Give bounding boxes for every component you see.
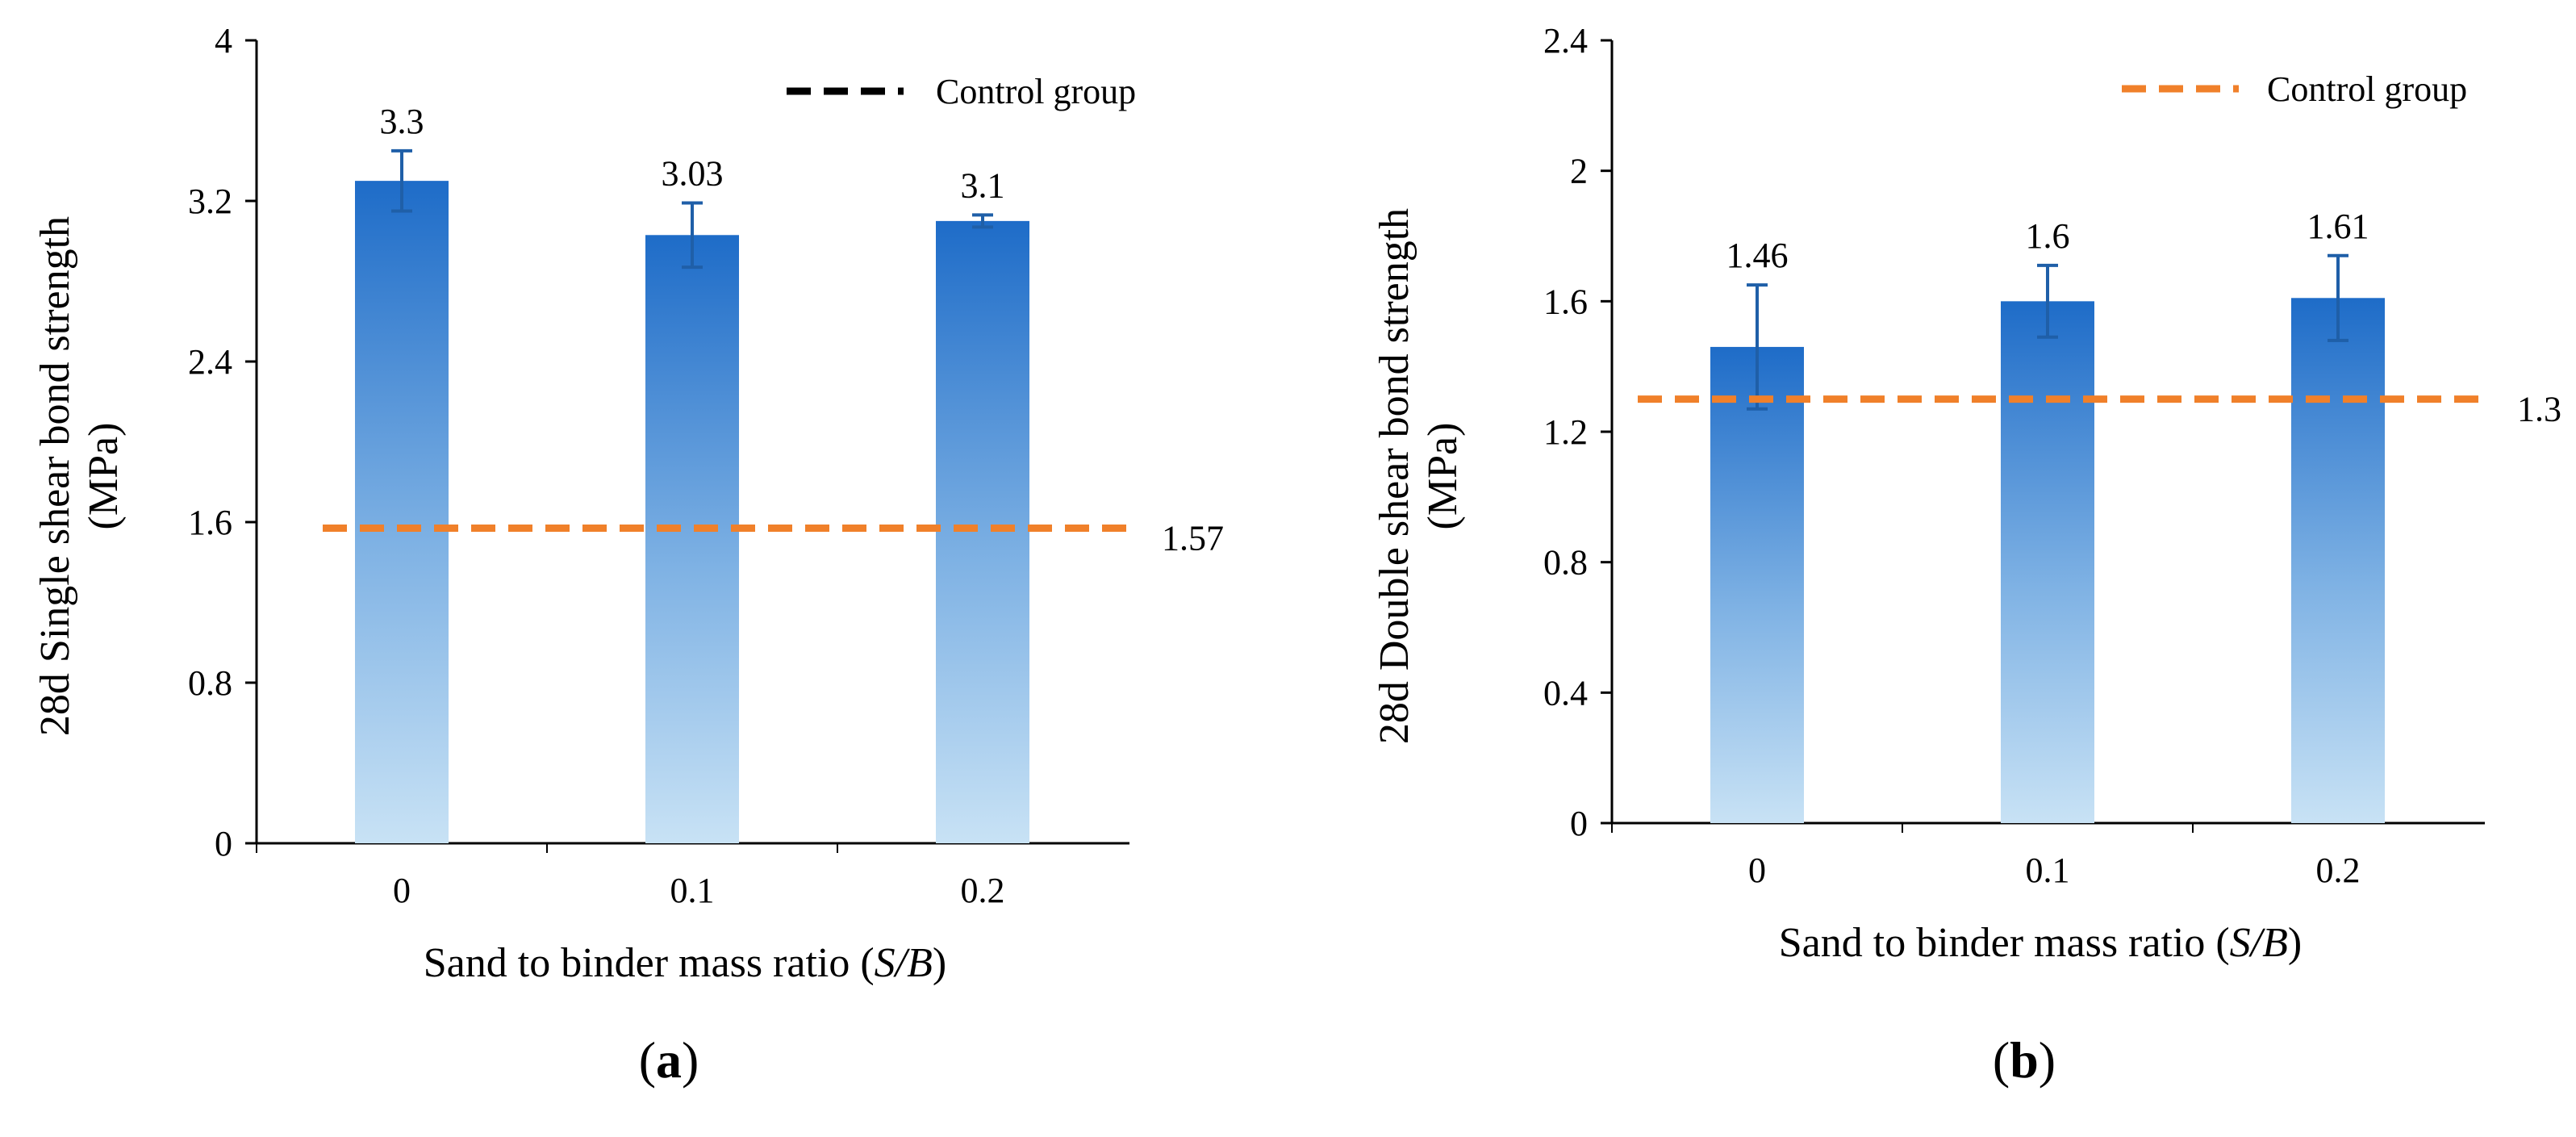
y-axis-title-line1: 28d Single shear bond strength [32,216,78,736]
x-tick-label: 0.2 [2316,851,2361,890]
y-tick-label: 1.6 [1543,282,1588,321]
chart-panel-a: 28d Single shear bond strength (MPa) 0 0.… [32,21,1224,1089]
y-axis-title: 28d Single shear bond strength (MPa) [32,216,127,736]
x-axis-title-main: Sand to binder mass ratio ( [424,940,875,986]
y-axis-ticks: 0 0.8 1.6 2.4 3.2 4 [188,21,257,863]
legend-label: Control group [2267,69,2467,109]
y-tick-label: 4 [215,21,232,61]
y-tick-label: 0.8 [1543,543,1588,583]
y-tick-label: 0.4 [1543,673,1588,713]
error-bar [972,213,993,229]
data-label: 1.46 [1726,236,1789,275]
y-tick-label: 1.6 [188,503,232,542]
y-tick-label: 2.4 [188,342,232,382]
y-axis-ticks: 0 0.4 0.8 1.2 1.6 2 2.4 [1543,21,1612,843]
control-value-label: 1.3 [2517,390,2561,429]
x-axis-title-italic: S/B [2230,920,2288,966]
panel-label-open: ( [1993,1031,2010,1089]
legend: Control group [787,72,1136,111]
bar [936,220,1029,843]
bar-series [355,181,1029,844]
bar [645,235,739,844]
bar [355,181,449,843]
error-bars [391,148,993,270]
legend-label: Control group [936,72,1136,111]
data-label: 1.61 [2307,207,2369,246]
y-tick-label: 0.8 [188,663,232,703]
panel-label-close: ) [2039,1031,2056,1089]
y-tick-label: 2 [1570,152,1588,191]
y-tick-label: 0 [1570,804,1588,843]
x-axis-ticks: 0 0.1 0.2 [1611,823,2361,890]
data-label: 3.03 [662,153,724,193]
control-value-label: 1.57 [1162,518,1224,558]
bar [2001,301,2094,823]
y-axis-title-line1: 28d Double shear bond strength [1372,208,1417,744]
y-axis-title-line2: (MPa) [81,423,127,530]
panel-label-open: ( [639,1031,656,1089]
bar [2291,298,2385,824]
error-bar [682,201,703,270]
x-axis-title-main: Sand to binder mass ratio ( [1779,920,2230,966]
data-labels: 1.46 1.6 1.61 [1726,207,2369,275]
y-tick-label: 1.2 [1543,412,1588,452]
chart-panel-b: 28d Double shear bond strength (MPa) 0 0.… [1372,21,2561,1089]
data-label: 3.1 [961,165,1005,205]
data-label: 3.3 [380,102,424,141]
x-tick-label: 0.2 [961,871,1005,910]
legend: Control group [2122,69,2467,109]
bar-series [1710,298,2385,824]
error-bar [1747,283,1768,411]
panel-label-letter: a [656,1031,682,1089]
y-tick-label: 0 [215,824,232,863]
y-axis-title: 28d Double shear bond strength (MPa) [1372,208,1466,744]
y-axis-title-line2: (MPa) [1420,423,1466,530]
data-labels: 3.3 3.03 3.1 [380,102,1005,206]
bar [1710,346,1804,824]
x-tick-label: 0 [393,871,411,910]
x-axis-title-close: ) [933,940,946,986]
panel-label-letter: b [2010,1031,2039,1089]
error-bar [2037,263,2058,339]
x-tick-label: 0 [1748,851,1766,890]
panel-label-close: ) [682,1031,699,1089]
data-label: 1.6 [2026,216,2070,256]
x-axis-ticks: 0 0.1 0.2 [256,843,1005,910]
panel-label-b: (b) [1993,1031,2056,1089]
error-bar [2328,253,2348,342]
x-tick-label: 0.1 [670,871,715,910]
panel-label-a: (a) [639,1031,699,1089]
x-tick-label: 0.1 [2026,851,2070,890]
x-axis-title-close: ) [2288,920,2302,966]
x-axis-title-italic: S/B [875,940,933,986]
y-tick-label: 3.2 [188,182,232,221]
error-bars [1747,253,2348,411]
error-bar [391,148,412,213]
x-axis-title: Sand to binder mass ratio (S/B) [424,940,946,986]
x-axis-title: Sand to binder mass ratio (S/B) [1779,920,2302,966]
y-tick-label: 2.4 [1543,21,1588,61]
